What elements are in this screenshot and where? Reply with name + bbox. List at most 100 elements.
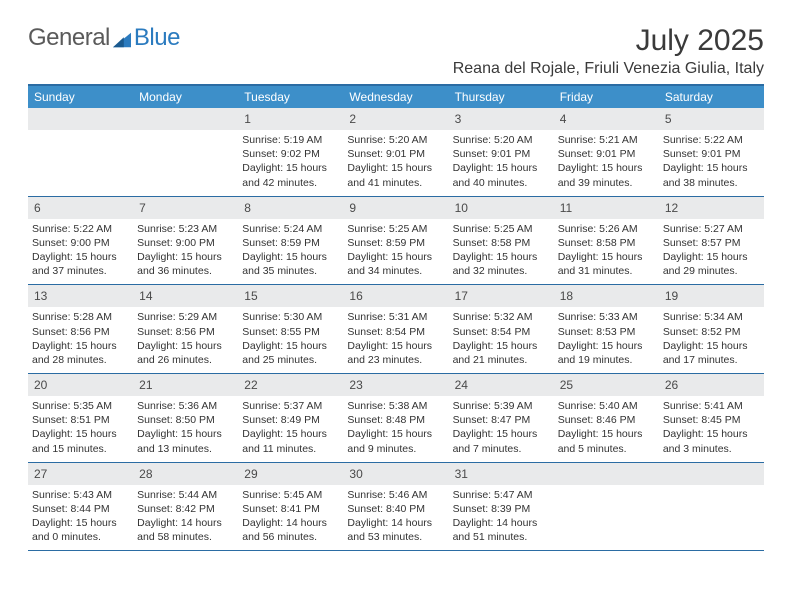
day-info: Sunrise: 5:39 AMSunset: 8:47 PMDaylight:… [453, 399, 550, 456]
day-cell: Sunrise: 5:29 AMSunset: 8:56 PMDaylight:… [133, 307, 238, 373]
day-number: 28 [139, 467, 152, 481]
day-info-line: Daylight: 15 hours and 31 minutes. [558, 250, 655, 278]
day-info-line: Sunset: 9:00 PM [137, 236, 234, 250]
title-block: July 2025 Reana del Rojale, Friuli Venez… [453, 24, 764, 78]
day-info-line: Sunset: 8:56 PM [137, 325, 234, 339]
day-info: Sunrise: 5:25 AMSunset: 8:59 PMDaylight:… [347, 222, 444, 279]
day-cell: Sunrise: 5:39 AMSunset: 8:47 PMDaylight:… [449, 396, 554, 462]
daynum-row: 6789101112 [28, 196, 764, 219]
day-cell: Sunrise: 5:21 AMSunset: 9:01 PMDaylight:… [554, 130, 659, 196]
day-info: Sunrise: 5:21 AMSunset: 9:01 PMDaylight:… [558, 133, 655, 190]
day-number-cell: 9 [343, 196, 448, 219]
daynum-row: 12345 [28, 108, 764, 130]
day-number: 10 [455, 201, 468, 215]
day-info-line: Sunset: 8:58 PM [453, 236, 550, 250]
content-row: Sunrise: 5:19 AMSunset: 9:02 PMDaylight:… [28, 130, 764, 196]
day-number-cell: 7 [133, 196, 238, 219]
day-info: Sunrise: 5:28 AMSunset: 8:56 PMDaylight:… [32, 310, 129, 367]
day-number-cell: 6 [28, 196, 133, 219]
day-info-line: Daylight: 15 hours and 15 minutes. [32, 427, 129, 455]
day-info-line: Sunset: 9:00 PM [32, 236, 129, 250]
calendar-table: Sunday Monday Tuesday Wednesday Thursday… [28, 84, 764, 551]
day-info-line: Sunrise: 5:45 AM [242, 488, 339, 502]
day-number: 6 [34, 201, 41, 215]
day-number: 20 [34, 378, 47, 392]
day-info-line: Daylight: 15 hours and 37 minutes. [32, 250, 129, 278]
day-info-line: Daylight: 15 hours and 7 minutes. [453, 427, 550, 455]
day-number-cell: 15 [238, 285, 343, 308]
day-info-line: Sunrise: 5:44 AM [137, 488, 234, 502]
day-info-line: Sunrise: 5:32 AM [453, 310, 550, 324]
day-number: 3 [455, 112, 462, 126]
day-info-line: Sunset: 9:01 PM [453, 147, 550, 161]
day-number-cell [554, 462, 659, 485]
weekday-header: Wednesday [343, 85, 448, 108]
day-cell: Sunrise: 5:41 AMSunset: 8:45 PMDaylight:… [659, 396, 764, 462]
day-info-line: Sunset: 8:45 PM [663, 413, 760, 427]
day-number: 18 [560, 289, 573, 303]
day-info-line: Sunset: 9:01 PM [558, 147, 655, 161]
day-number-cell: 30 [343, 462, 448, 485]
day-info-line: Sunset: 8:52 PM [663, 325, 760, 339]
day-info-line: Sunset: 8:51 PM [32, 413, 129, 427]
content-row: Sunrise: 5:22 AMSunset: 9:00 PMDaylight:… [28, 219, 764, 285]
day-number: 1 [244, 112, 251, 126]
day-info-line: Daylight: 15 hours and 19 minutes. [558, 339, 655, 367]
day-info-line: Sunrise: 5:27 AM [663, 222, 760, 236]
header: General Blue July 2025 Reana del Rojale,… [28, 24, 764, 78]
day-info-line: Daylight: 14 hours and 53 minutes. [347, 516, 444, 544]
day-info-line: Sunrise: 5:34 AM [663, 310, 760, 324]
day-info: Sunrise: 5:36 AMSunset: 8:50 PMDaylight:… [137, 399, 234, 456]
day-number-cell: 2 [343, 108, 448, 130]
day-info-line: Sunset: 8:54 PM [347, 325, 444, 339]
day-info: Sunrise: 5:41 AMSunset: 8:45 PMDaylight:… [663, 399, 760, 456]
day-cell: Sunrise: 5:28 AMSunset: 8:56 PMDaylight:… [28, 307, 133, 373]
day-cell: Sunrise: 5:47 AMSunset: 8:39 PMDaylight:… [449, 485, 554, 551]
day-info: Sunrise: 5:20 AMSunset: 9:01 PMDaylight:… [347, 133, 444, 190]
content-row: Sunrise: 5:35 AMSunset: 8:51 PMDaylight:… [28, 396, 764, 462]
day-info-line: Sunrise: 5:35 AM [32, 399, 129, 413]
day-number: 12 [665, 201, 678, 215]
day-info-line: Sunrise: 5:21 AM [558, 133, 655, 147]
day-info-line: Daylight: 15 hours and 41 minutes. [347, 161, 444, 189]
day-number-cell: 27 [28, 462, 133, 485]
day-info-line: Daylight: 15 hours and 40 minutes. [453, 161, 550, 189]
logo-text-blue: Blue [134, 24, 180, 52]
day-info: Sunrise: 5:27 AMSunset: 8:57 PMDaylight:… [663, 222, 760, 279]
day-info-line: Daylight: 15 hours and 36 minutes. [137, 250, 234, 278]
day-info-line: Sunset: 8:44 PM [32, 502, 129, 516]
weekday-header: Sunday [28, 85, 133, 108]
day-number-cell: 5 [659, 108, 764, 130]
day-number: 26 [665, 378, 678, 392]
day-info-line: Sunset: 8:41 PM [242, 502, 339, 516]
day-number-cell [659, 462, 764, 485]
day-number: 13 [34, 289, 47, 303]
day-info-line: Sunrise: 5:43 AM [32, 488, 129, 502]
day-number: 4 [560, 112, 567, 126]
calendar-body: 12345Sunrise: 5:19 AMSunset: 9:02 PMDayl… [28, 108, 764, 551]
day-info: Sunrise: 5:45 AMSunset: 8:41 PMDaylight:… [242, 488, 339, 545]
day-number: 9 [349, 201, 356, 215]
day-info-line: Sunrise: 5:20 AM [453, 133, 550, 147]
day-info-line: Sunset: 8:40 PM [347, 502, 444, 516]
day-info-line: Sunrise: 5:25 AM [453, 222, 550, 236]
day-info-line: Sunrise: 5:38 AM [347, 399, 444, 413]
day-cell: Sunrise: 5:36 AMSunset: 8:50 PMDaylight:… [133, 396, 238, 462]
day-number-cell: 10 [449, 196, 554, 219]
day-number-cell: 31 [449, 462, 554, 485]
day-info-line: Sunrise: 5:37 AM [242, 399, 339, 413]
weekday-header: Saturday [659, 85, 764, 108]
day-info-line: Daylight: 15 hours and 39 minutes. [558, 161, 655, 189]
day-cell: Sunrise: 5:27 AMSunset: 8:57 PMDaylight:… [659, 219, 764, 285]
day-info-line: Sunrise: 5:30 AM [242, 310, 339, 324]
day-cell [133, 130, 238, 196]
day-info-line: Sunset: 8:58 PM [558, 236, 655, 250]
day-number-cell: 4 [554, 108, 659, 130]
day-cell: Sunrise: 5:46 AMSunset: 8:40 PMDaylight:… [343, 485, 448, 551]
day-info-line: Daylight: 15 hours and 11 minutes. [242, 427, 339, 455]
day-info-line: Daylight: 15 hours and 38 minutes. [663, 161, 760, 189]
day-info-line: Sunrise: 5:31 AM [347, 310, 444, 324]
day-cell: Sunrise: 5:38 AMSunset: 8:48 PMDaylight:… [343, 396, 448, 462]
day-info-line: Sunrise: 5:46 AM [347, 488, 444, 502]
day-cell: Sunrise: 5:35 AMSunset: 8:51 PMDaylight:… [28, 396, 133, 462]
